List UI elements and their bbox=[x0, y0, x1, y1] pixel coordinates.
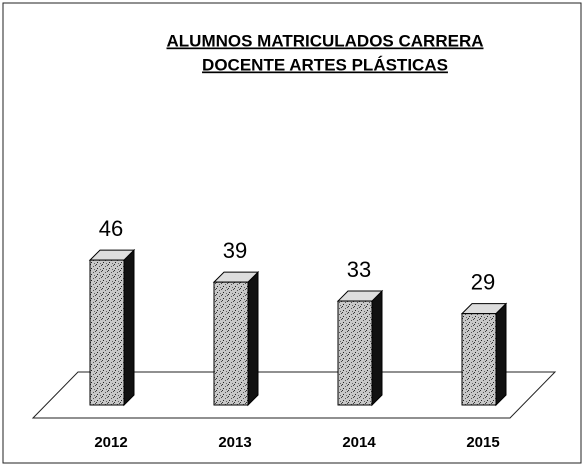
bar-front bbox=[89, 259, 125, 406]
bar-front bbox=[461, 313, 497, 406]
bar-front bbox=[213, 281, 249, 406]
value-label: 46 bbox=[99, 216, 123, 241]
chart-title: DOCENTE ARTES PLÁSTICAS bbox=[202, 55, 448, 74]
bar-side bbox=[247, 270, 259, 407]
floor bbox=[31, 371, 557, 419]
bar bbox=[88, 248, 136, 407]
bar-side bbox=[371, 289, 383, 407]
bar bbox=[336, 289, 384, 407]
bar bbox=[212, 270, 260, 407]
value-label: 29 bbox=[471, 269, 495, 294]
value-label: 33 bbox=[347, 257, 371, 282]
x-tick-label: 2015 bbox=[466, 434, 499, 451]
bar-side bbox=[123, 248, 135, 407]
bar bbox=[460, 302, 508, 407]
bar-side bbox=[495, 302, 507, 407]
x-tick-label: 2012 bbox=[94, 434, 127, 451]
value-label: 39 bbox=[223, 238, 247, 263]
x-tick-label: 2013 bbox=[218, 434, 251, 451]
x-tick-label: 2014 bbox=[342, 434, 376, 451]
bar-front bbox=[337, 300, 373, 406]
chart-title: ALUMNOS MATRICULADOS CARRERA bbox=[167, 31, 484, 50]
